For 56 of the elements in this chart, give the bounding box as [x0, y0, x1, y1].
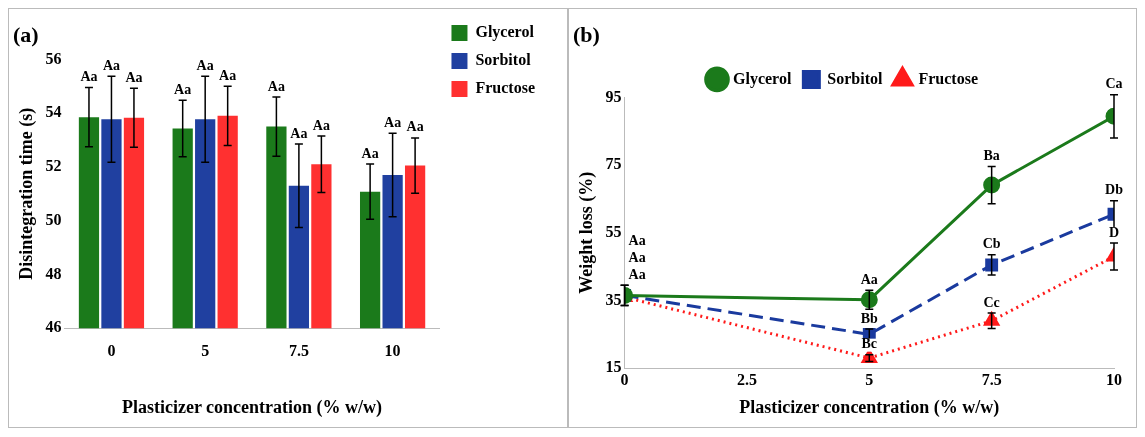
- data-label: Aa: [628, 249, 646, 265]
- x-axis-title: Plasticizer concentration (% w/w): [739, 396, 1000, 418]
- data-label: D: [1108, 224, 1120, 240]
- y-tick-label: 56: [45, 49, 62, 67]
- data-label: Aa: [628, 266, 646, 282]
- data-label: Aa: [361, 145, 379, 161]
- y-tick-label: 50: [45, 210, 62, 228]
- y-tick-label: 35: [605, 290, 622, 308]
- chart-title: (a): [13, 21, 39, 47]
- data-label: Aa: [860, 271, 878, 287]
- data-label: Cb: [982, 236, 1001, 252]
- legend-label: Fructose: [475, 79, 535, 97]
- x-tick-label: 0: [620, 370, 629, 388]
- data-label: Aa: [80, 69, 98, 85]
- legend-label: Glycerol: [733, 69, 792, 88]
- data-label: Aa: [219, 67, 237, 83]
- y-axis-title: Weight loss (%): [576, 171, 598, 294]
- y-axis-title: Disintegration time (s): [16, 107, 38, 280]
- legend-label: Sorbitol: [827, 69, 884, 87]
- annotation: Aa: [196, 57, 214, 73]
- x-tick-label: 10: [1106, 370, 1122, 388]
- legend-label: Fructose: [918, 69, 978, 87]
- y-tick-label: 15: [605, 358, 622, 376]
- x-tick-label: 0: [107, 341, 116, 359]
- data-label: Aa: [406, 119, 424, 135]
- data-label: Bc: [861, 336, 878, 352]
- data-label: Ba: [983, 148, 1000, 164]
- legend-label: Glycerol: [475, 23, 535, 42]
- data-label: Db: [1105, 182, 1124, 198]
- data-label: Aa: [628, 232, 646, 248]
- data-label: Aa: [125, 69, 143, 85]
- data-label: Aa: [174, 81, 192, 97]
- y-tick-label: 46: [45, 318, 62, 336]
- y-tick-label: 54: [45, 103, 62, 121]
- x-tick-label: 7.5: [288, 341, 309, 359]
- data-label: Aa: [312, 117, 330, 133]
- chart-title: (b): [573, 21, 600, 47]
- annotation: Aa: [290, 125, 308, 141]
- y-tick-label: 52: [45, 157, 62, 175]
- x-tick-label: 7.5: [981, 370, 1002, 388]
- x-tick-label: 5: [865, 370, 874, 388]
- data-label: Ca: [1105, 76, 1123, 92]
- data-label: Cc: [983, 294, 1000, 310]
- annotation: Aa: [384, 114, 402, 130]
- annotation: Aa: [102, 57, 121, 73]
- y-tick-label: 55: [605, 222, 622, 240]
- x-tick-label: 2.5: [736, 370, 757, 388]
- data-label: Bb: [860, 310, 879, 326]
- x-tick-label: 10: [384, 341, 401, 359]
- x-axis-title: Plasticizer concentration (% w/w): [121, 396, 383, 418]
- y-tick-label: 48: [45, 264, 62, 282]
- x-tick-label: 5: [201, 341, 210, 359]
- data-label: Aa: [267, 78, 285, 94]
- y-tick-label: 75: [605, 155, 622, 173]
- y-tick-label: 95: [605, 87, 622, 105]
- legend-label: Sorbitol: [475, 51, 532, 69]
